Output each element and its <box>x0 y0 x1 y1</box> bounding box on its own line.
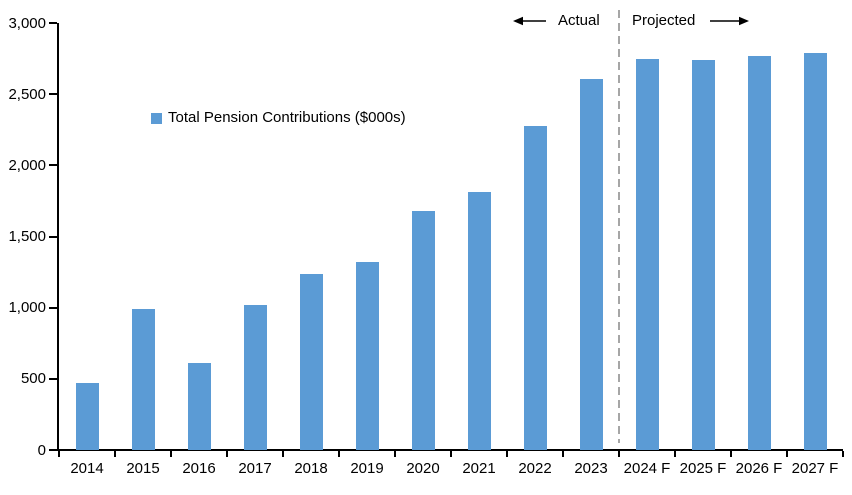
x-tick-label: 2017 <box>238 460 272 477</box>
bar-2017 <box>243 304 267 450</box>
x-tick-label: 2015 <box>126 460 160 477</box>
x-tick-label: 2026 F <box>735 460 783 477</box>
y-tick <box>49 377 57 380</box>
x-tick <box>618 451 620 457</box>
x-tick-label: 2027 F <box>791 460 839 477</box>
y-axis <box>57 23 59 451</box>
bar-2025-f <box>691 60 715 450</box>
projected-annotation: Projected <box>632 12 750 30</box>
x-tick-label: 2019 <box>350 460 384 477</box>
actual-annotation: Actual <box>513 12 600 30</box>
y-tick <box>49 164 57 167</box>
y-tick <box>49 93 57 96</box>
x-tick <box>226 451 228 457</box>
x-tick <box>786 451 788 457</box>
legend-swatch-icon <box>151 112 162 124</box>
bar-2024-f <box>635 58 659 450</box>
x-tick-label: 2014 <box>70 460 104 477</box>
x-tick-label: 2025 F <box>679 460 727 477</box>
x-tick-label: 2024 F <box>623 460 671 477</box>
bar-2019 <box>355 262 379 450</box>
x-tick <box>450 451 452 457</box>
bar-2021 <box>467 191 491 450</box>
bar-2022 <box>523 126 547 450</box>
legend-label: Total Pension Contributions ($000s) <box>168 109 406 126</box>
x-tick <box>170 451 172 457</box>
y-tick-label: 500 <box>20 370 46 388</box>
x-tick-label: 2020 <box>406 460 440 477</box>
x-tick-label: 2023 <box>574 460 608 477</box>
x-tick <box>562 451 564 457</box>
left-arrow-icon <box>513 16 546 26</box>
x-tick <box>674 451 676 457</box>
x-tick <box>394 451 396 457</box>
x-tick <box>338 451 340 457</box>
legend: Total Pension Contributions ($000s) <box>151 109 406 127</box>
plot-area <box>59 23 843 450</box>
y-tick-label: 2,000 <box>8 156 46 174</box>
y-tick <box>49 449 57 451</box>
bar-2015 <box>131 309 155 450</box>
bar-2016 <box>187 363 211 450</box>
bar-2020 <box>411 210 435 450</box>
x-tick <box>842 451 844 457</box>
bar-2014 <box>75 383 99 450</box>
actual-label: Actual <box>558 12 600 29</box>
bar-2023 <box>579 78 603 450</box>
x-tick <box>282 451 284 457</box>
x-tick <box>58 451 60 457</box>
actual-projected-divider <box>617 10 621 443</box>
x-tick-label: 2018 <box>294 460 328 477</box>
y-tick <box>49 306 57 309</box>
y-tick <box>49 235 57 238</box>
y-tick <box>49 22 57 24</box>
x-tick-label: 2021 <box>462 460 496 477</box>
y-tick-label: 0 <box>37 441 46 459</box>
y-tick-label: 1,000 <box>8 299 46 317</box>
x-tick <box>506 451 508 457</box>
x-tick <box>730 451 732 457</box>
x-tick-label: 2016 <box>182 460 216 477</box>
x-tick-label: 2022 <box>518 460 552 477</box>
bar-2018 <box>299 273 323 450</box>
bar-2027-f <box>803 52 827 450</box>
bar-2026-f <box>747 56 771 450</box>
y-tick-label: 1,500 <box>8 228 46 245</box>
right-arrow-icon <box>710 16 750 26</box>
projected-label: Projected <box>632 12 696 29</box>
y-tick-label: 2,500 <box>8 85 46 103</box>
x-axis <box>57 449 843 451</box>
y-tick-label: 3,000 <box>8 14 46 32</box>
x-tick <box>114 451 116 457</box>
